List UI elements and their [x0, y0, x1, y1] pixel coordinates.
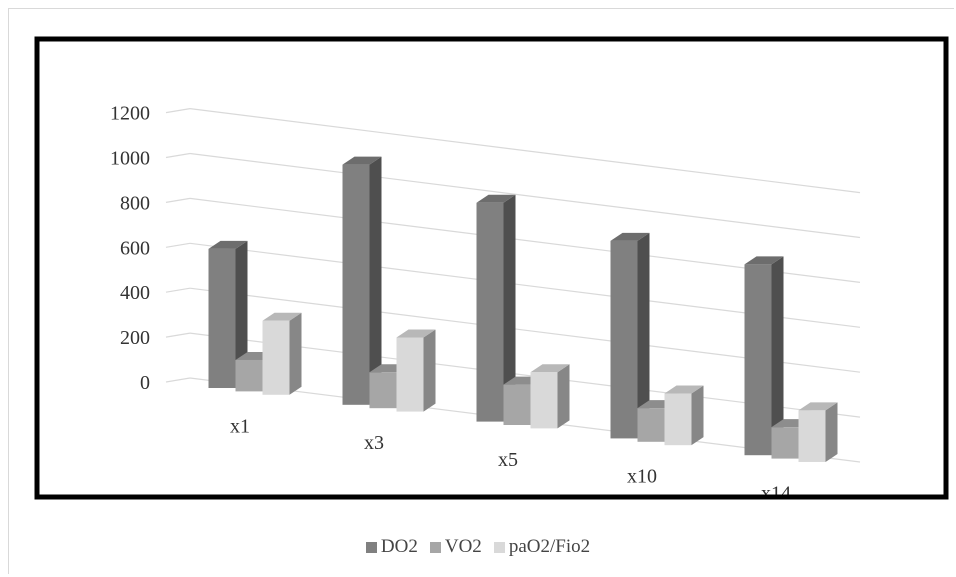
- plot-area-border: [34, 36, 949, 500]
- bar-top-face: [744, 256, 784, 265]
- bar-front-face: [235, 359, 263, 392]
- legend-label-do2: DO2: [380, 536, 418, 557]
- bar-front-face: [530, 372, 558, 429]
- bar-do2-x10: [610, 232, 650, 439]
- gridline: [189, 152, 861, 239]
- legend-item-do2: DO2: [365, 536, 418, 558]
- bar-front-face: [664, 393, 692, 446]
- bar-front-face: [476, 202, 504, 422]
- y-tick-label: 400: [120, 282, 150, 304]
- bar-top-face: [798, 402, 838, 411]
- bar-side-face: [503, 194, 516, 422]
- legend-item-vo2: VO2: [429, 536, 482, 558]
- x-tick-label: x10: [627, 466, 657, 488]
- legend-label-pao2-fio2: paO2/Fio2: [508, 536, 591, 557]
- bar-top-face: [476, 194, 516, 203]
- bar-front-face: [342, 164, 370, 405]
- x-axis-ticks: x1 x3 x5 x10 x14: [230, 415, 791, 504]
- gridline-depth: [165, 152, 191, 159]
- bars: [208, 156, 838, 462]
- bar-side-face: [771, 256, 784, 456]
- bar-do2-x3: [342, 156, 382, 405]
- bar-front-face: [369, 372, 397, 409]
- bar-front-face: [744, 264, 772, 456]
- bar-top-face: [530, 364, 570, 373]
- x-tick-label: x5: [498, 449, 518, 471]
- legend-item-pao2-fio2: paO2/Fio2: [493, 536, 591, 558]
- bar-front-face: [262, 320, 290, 395]
- gridline-depth: [165, 377, 191, 383]
- legend-swatch-vo2: [429, 541, 441, 553]
- gridline: [189, 108, 861, 194]
- gridline-depth: [165, 287, 191, 293]
- bar-front-face: [610, 240, 638, 439]
- bar-front-face: [503, 384, 531, 425]
- y-tick-label: 0: [140, 372, 150, 394]
- y-tick-label: 600: [120, 237, 150, 259]
- y-tick-label: 200: [120, 327, 150, 349]
- bar-side-face: [235, 240, 248, 389]
- legend-swatch-pao2-fio2: [493, 541, 505, 553]
- legend: DO2 VO2 paO2/Fio2: [0, 536, 956, 558]
- bar-top-face: [262, 312, 302, 321]
- bar-side-face: [825, 402, 838, 462]
- bar-pao2-fio2-x10: [664, 385, 704, 446]
- gridline-depth: [165, 332, 191, 338]
- gridline-depth: [165, 108, 191, 114]
- bar-side-face: [637, 232, 650, 439]
- bar-chart: 0 200 400 600 800 1000 1200 x1 x3 x5 x10 x14: [34, 36, 949, 504]
- bar-front-face: [798, 410, 826, 462]
- bar-top-face: [396, 329, 436, 338]
- bar-side-face: [369, 156, 382, 405]
- x-tick-label: x14: [761, 482, 791, 504]
- bar-pao2-fio2-x3: [396, 329, 436, 412]
- x-tick-label: x3: [364, 432, 384, 454]
- bar-front-face: [771, 427, 799, 459]
- gridline-depth: [165, 197, 191, 203]
- legend-label-vo2: VO2: [444, 536, 482, 557]
- bar-top-face: [208, 240, 248, 249]
- legend-swatch-do2: [365, 541, 377, 553]
- bar-pao2-fio2-x14: [798, 402, 838, 462]
- bar-do2-x14: [744, 256, 784, 456]
- bar-do2-x5: [476, 194, 516, 422]
- bar-side-face: [557, 364, 570, 429]
- bar-front-face: [208, 248, 236, 389]
- bar-side-face: [691, 385, 704, 446]
- gridline-depth: [165, 242, 191, 248]
- chart-frame: [8, 8, 954, 574]
- y-tick-label: 800: [120, 192, 150, 214]
- y-tick-label: 1200: [110, 103, 150, 125]
- y-axis-ticks: 0 200 400 600 800 1000 1200: [110, 103, 150, 394]
- bar-side-face: [289, 312, 302, 395]
- bar-top-face: [610, 232, 650, 241]
- bar-side-face: [423, 329, 436, 412]
- y-tick-label: 1000: [110, 148, 150, 170]
- bar-pao2-fio2-x1: [262, 312, 302, 395]
- bar-top-face: [342, 156, 382, 165]
- x-tick-label: x1: [230, 415, 250, 437]
- bar-top-face: [664, 385, 704, 394]
- bar-do2-x1: [208, 240, 248, 389]
- bar-front-face: [396, 337, 424, 412]
- bar-pao2-fio2-x5: [530, 364, 570, 429]
- bar-front-face: [637, 408, 665, 442]
